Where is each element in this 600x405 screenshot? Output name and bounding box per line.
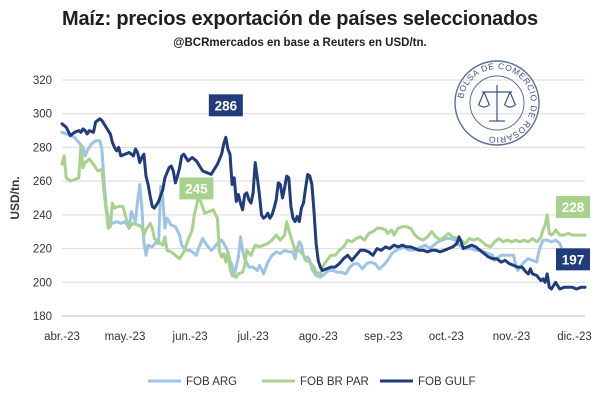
data-label: 245 [185,181,208,196]
x-tick-label: dic.-23 [557,331,592,343]
x-tick-label: ago.-23 [299,331,338,343]
data-label-box [556,248,590,271]
series-line-fob-br-par [60,144,587,279]
x-tick-label: nov.-23 [493,331,531,343]
data-label: 286 [215,98,238,113]
y-axis-label: USD/tn. [8,176,22,219]
x-tick-label: may.-23 [105,331,146,343]
y-tick-label: 180 [33,311,52,323]
y-tick-label: 280 [33,142,52,154]
chart-title: Maíz: precios exportación de países sele… [62,8,538,30]
x-tick-label: oct.-23 [429,331,464,343]
x-tick-label: jun.-23 [172,331,208,343]
data-label-box [208,94,243,117]
x-tick-label: jul.-23 [236,331,268,343]
legend-label: FOB GULF [418,376,476,388]
data-label-box [556,196,590,219]
x-tick-label: abr.-23 [44,331,80,343]
y-tick-label: 240 [33,210,52,222]
y-tick-label: 200 [33,277,52,289]
series-line-fob-arg [60,130,587,279]
y-tick-label: 320 [33,75,52,87]
bcr-seal-logo: BOLSA DE COMERCIO DE ROSARIO [454,60,540,146]
data-label-box [179,177,214,200]
series-line-fob-gulf [60,117,587,291]
chart-subtitle: @BCRmercados en base a Reuters en USD/tn… [173,37,427,49]
data-label: 197 [562,252,585,267]
x-tick-label: sep.-23 [364,331,402,343]
legend-label: FOB BR PAR [300,376,369,388]
legend-label: FOB ARG [186,376,237,388]
y-tick-label: 260 [33,176,52,188]
y-tick-label: 220 [33,244,52,256]
y-tick-label: 300 [33,109,52,121]
data-label: 228 [562,200,585,215]
